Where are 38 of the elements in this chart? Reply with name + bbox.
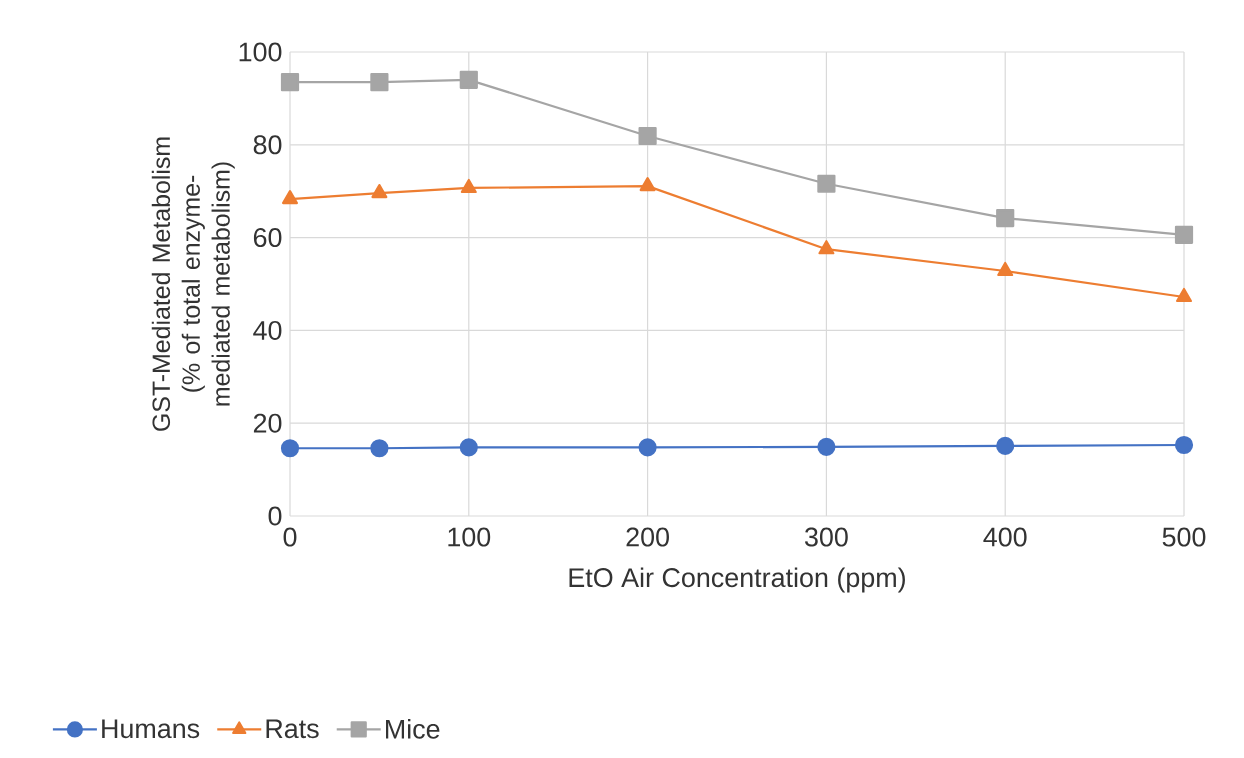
point <box>370 73 389 92</box>
point <box>638 126 657 146</box>
y-tick-label: 100 <box>239 42 282 62</box>
point <box>1175 287 1193 303</box>
x-tick-label: 400 <box>983 527 1027 547</box>
point <box>639 176 656 192</box>
point <box>459 70 478 89</box>
y-tick-label: 0 <box>268 506 282 526</box>
legend-label: Humans <box>102 719 200 739</box>
y-tick-label: 40 <box>253 320 282 340</box>
point <box>638 438 657 457</box>
point <box>459 438 478 457</box>
point <box>1174 435 1194 455</box>
point <box>370 439 389 458</box>
legend-label: Rats <box>266 719 319 739</box>
point <box>817 437 836 456</box>
y-tick-label: 20 <box>253 413 282 433</box>
point <box>817 174 836 193</box>
legend-label: Mice <box>386 718 440 739</box>
point <box>280 439 300 458</box>
x-tick-label: 100 <box>448 527 491 547</box>
point <box>281 189 299 205</box>
y-tick-label: 80 <box>253 135 282 155</box>
point <box>996 209 1015 228</box>
y-axis-title: GST-Mediated Metabolism (% of total enzyme-mediated metabolism) <box>151 137 235 431</box>
x-axis-title: EtO Air Concentration (ppm) <box>569 567 905 593</box>
point <box>997 261 1014 277</box>
y-tick-label: 60 <box>253 228 282 248</box>
point <box>1174 225 1194 244</box>
x-tick-label: 300 <box>805 527 848 547</box>
x-tick-label: 0 <box>283 527 297 547</box>
point <box>280 73 300 92</box>
point <box>371 183 388 199</box>
point <box>460 178 477 194</box>
point <box>818 240 835 255</box>
point <box>996 436 1015 456</box>
x-tick-label: 500 <box>1162 527 1206 547</box>
x-tick-label: 200 <box>626 527 669 547</box>
